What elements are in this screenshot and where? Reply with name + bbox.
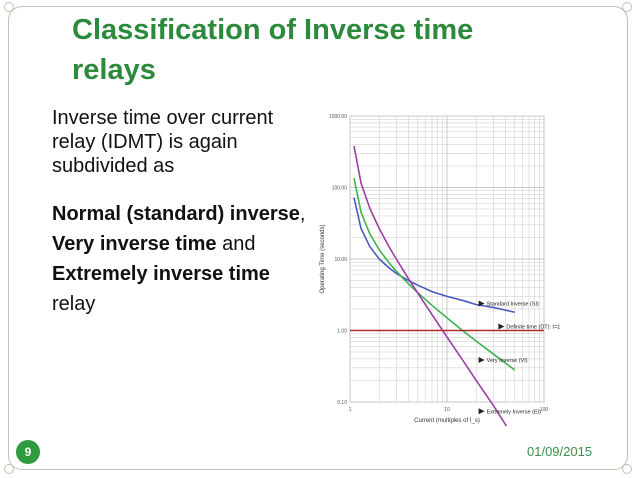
y-tick-label: 0.10 <box>337 400 347 406</box>
list-item-very: Very inverse time and <box>52 232 314 256</box>
x-tick-label: 10 <box>444 407 450 413</box>
y-axis-label: Operating Time (seconds) <box>320 224 326 293</box>
series-line <box>353 145 508 426</box>
list-item-relay: relay <box>52 292 314 316</box>
extremely-inverse-label: Extremely inverse time <box>52 263 270 285</box>
frame-corner-dot <box>622 2 632 12</box>
slide-title: Classification of Inverse time relays <box>72 14 474 86</box>
series-label: Extremely Inverse (EI) <box>487 409 542 415</box>
list-item-normal: Normal (standard) inverse, <box>52 202 314 226</box>
very-inverse-label: Very inverse time <box>52 233 217 255</box>
and-text: and <box>216 233 256 255</box>
normal-inverse-label: Normal (standard) inverse <box>52 203 300 225</box>
series-label: Standard Inverse (SI) <box>487 301 539 307</box>
comma: , <box>299 203 306 225</box>
relay-text: relay <box>52 293 96 315</box>
frame-corner-dot <box>4 464 14 474</box>
y-tick-label: 100.00 <box>332 186 348 192</box>
slide-date: 01/09/2015 <box>527 444 593 459</box>
x-axis-label: Current (multiples of I_s) <box>414 418 480 424</box>
series-label: Very Inverse (VI) <box>487 358 528 364</box>
frame-corner-dot <box>622 464 632 474</box>
x-tick-label: 1 <box>349 407 352 413</box>
series-label-arrow <box>478 408 485 415</box>
idmt-curve-chart: 0.10 1.00 10.00 100.00 1000.00 1 10 100 Current … <box>320 114 560 426</box>
series-label-arrow <box>498 323 505 330</box>
slide-body: Inverse time over current relay (IDMT) i… <box>52 106 314 316</box>
list-item-extremely: Extremely inverse time <box>52 262 314 286</box>
frame-corner-dot <box>4 2 14 12</box>
series-line <box>353 197 515 314</box>
y-tick-label: 1.00 <box>337 329 347 335</box>
series-label: Definite time (DT): t=1 <box>506 325 560 331</box>
slide-frame <box>4 2 632 474</box>
series-label-arrow <box>478 300 485 307</box>
y-tick-label: 1000.00 <box>329 114 347 120</box>
series-label-arrow <box>478 356 485 363</box>
intro-text: Inverse time over current relay (IDMT) i… <box>52 107 274 177</box>
series-line <box>353 178 516 371</box>
page-number-badge: 9 <box>16 440 40 464</box>
x-tick-label: 100 <box>540 407 549 413</box>
y-tick-label: 10.00 <box>334 257 347 263</box>
